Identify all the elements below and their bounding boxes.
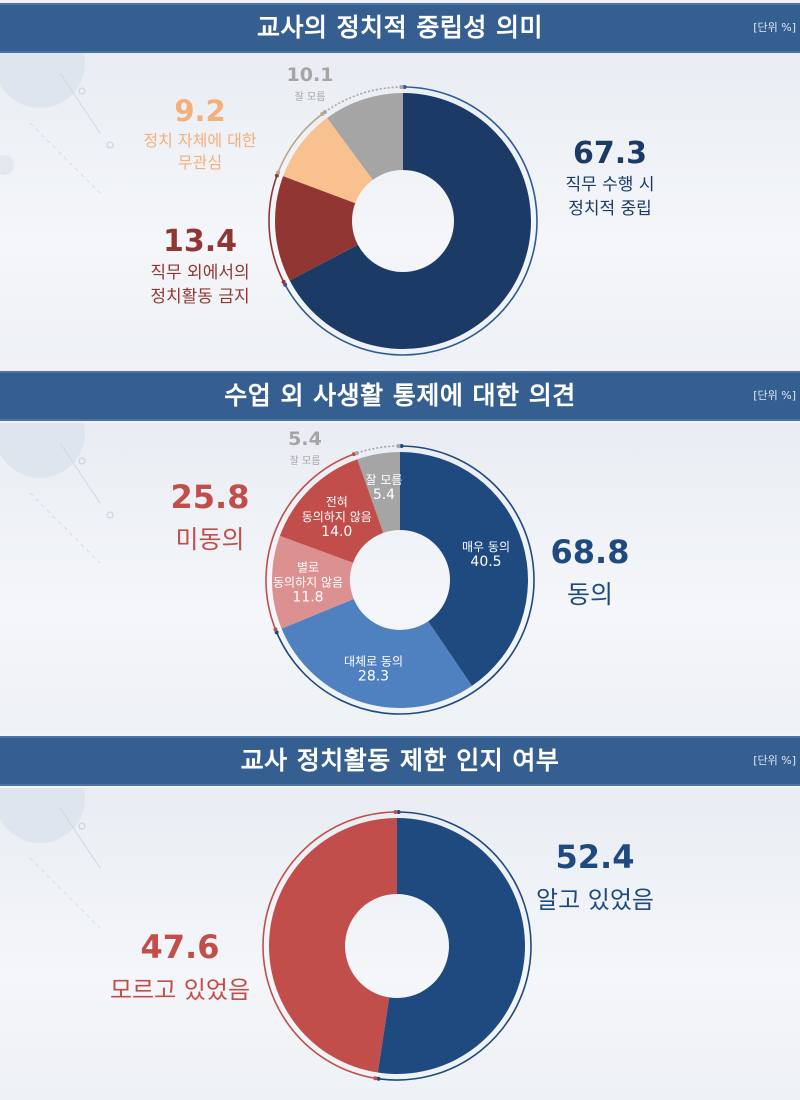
donut-segment <box>289 93 532 349</box>
svg-text:전혀: 전혀 <box>326 495 348 509</box>
svg-text:동의하지 않음: 동의하지 않음 <box>302 510 372 524</box>
svg-text:동의하지 않음: 동의하지 않음 <box>273 576 343 590</box>
svg-text:대체로 동의: 대체로 동의 <box>344 655 403 669</box>
svg-text:잘 모름: 잘 모름 <box>365 473 402 487</box>
value: 67.3 <box>572 136 648 171</box>
unit-label: [단위 %] <box>753 389 796 402</box>
bracket-arc <box>265 453 355 630</box>
donut-segment <box>327 93 403 180</box>
bracket-arc <box>268 175 285 283</box>
chart-title: 교사의 정치적 중립성 의미 <box>256 13 544 42</box>
label-activity-ban: 13.4 직무 외에서의 정치활동 금지 <box>150 224 250 307</box>
label-disagree: 25.8 미동의 <box>170 478 250 554</box>
donut-segment <box>269 818 397 1073</box>
label-dont-know: 5.4 잘 모름 <box>288 428 322 467</box>
donut-segment <box>272 535 354 629</box>
bracket-arc <box>262 811 396 1080</box>
label-indifference: 9.2 정치 자체에 대한 무관심 <box>143 94 257 172</box>
donut-segment <box>357 452 400 533</box>
bracket-arc <box>277 113 323 173</box>
section-1-header: 교사의 정치적 중립성 의미 [단위 %] <box>0 3 800 53</box>
chart-title: 수업 외 사생활 통제에 대한 의견 <box>224 381 576 410</box>
label-agree: 68.8 동의 <box>550 533 630 609</box>
label-aware: 52.4 알고 있었음 <box>535 838 655 914</box>
bracket-arc <box>378 811 532 1081</box>
donut-segment <box>400 452 528 686</box>
donut-segment <box>275 176 358 281</box>
donut-segment <box>281 598 472 708</box>
bracket-arc <box>324 86 402 113</box>
donut-segment <box>279 459 384 563</box>
bracket-arc <box>275 445 535 715</box>
svg-text:11.8: 11.8 <box>292 590 323 606</box>
label-neutral-duty: 67.3 직무 수행 시 정치적 중립 <box>540 136 680 221</box>
svg-text:매우 동의: 매우 동의 <box>462 540 510 554</box>
section-3-header: 교사 정치활동 제한 인지 여부 [단위 %] <box>0 736 800 786</box>
svg-text:별로: 별로 <box>297 561 319 575</box>
label-dont-know: 10.1 잘 모름 <box>286 64 334 103</box>
label-unaware: 47.6 모르고 있었음 <box>109 928 251 1004</box>
donut-segment <box>377 818 526 1074</box>
svg-text:5.4: 5.4 <box>373 487 395 503</box>
donut-segment <box>283 117 373 204</box>
svg-text:14.0: 14.0 <box>321 524 352 540</box>
unit-label: [단위 %] <box>753 754 796 767</box>
section-2-header: 수업 외 사생활 통제에 대한 의견 [단위 %] <box>0 371 800 421</box>
chart-title: 교사 정치활동 제한 인지 여부 <box>240 746 560 775</box>
unit-label: [단위 %] <box>753 21 796 34</box>
bracket-arc <box>284 86 538 356</box>
svg-text:28.3: 28.3 <box>358 669 389 685</box>
svg-text:40.5: 40.5 <box>470 554 501 570</box>
